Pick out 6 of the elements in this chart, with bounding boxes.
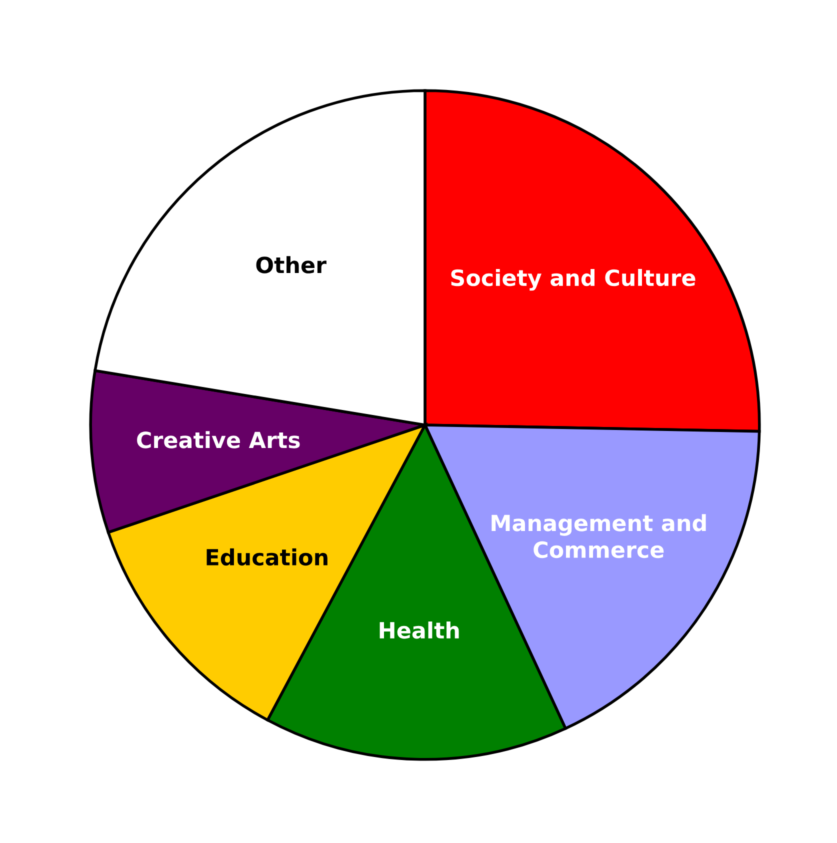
slice-label: Creative Arts [137, 431, 300, 448]
slice-label: Other [256, 256, 326, 274]
slice-label: Management and Commerce [492, 514, 706, 558]
slice-label: Health [380, 621, 459, 639]
slice-label: Society and Culture [451, 268, 696, 291]
slice-label: Education [206, 548, 328, 566]
